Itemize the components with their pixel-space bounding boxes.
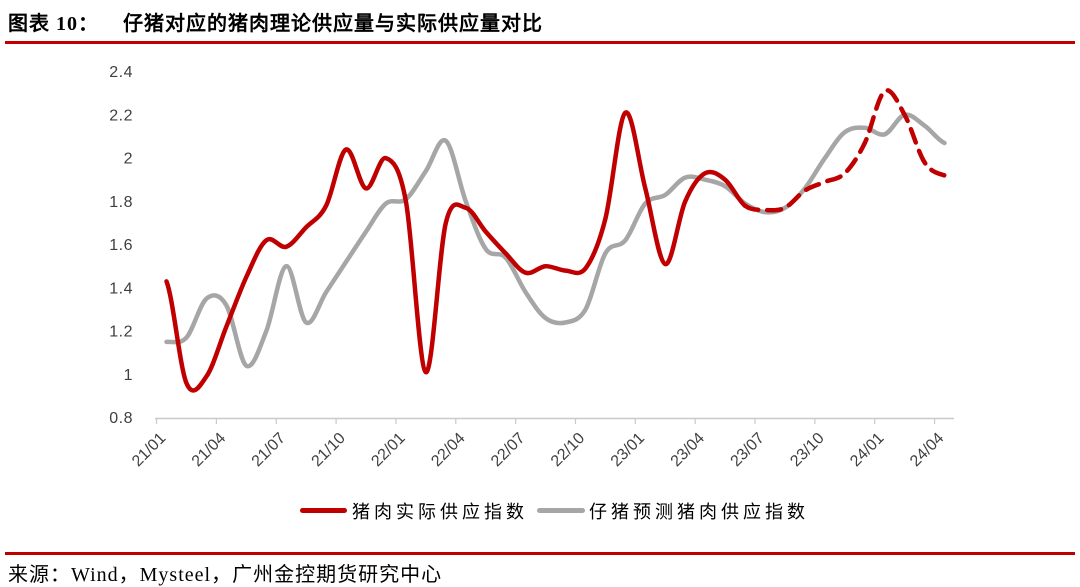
y-tick-label: 2.2: [109, 107, 133, 124]
figure-title-row: 图表 10： 仔猪对应的猪肉理论供应量与实际供应量对比: [8, 7, 543, 36]
y-tick-label: 1: [124, 367, 133, 384]
actual-supply-line-dashed: [742, 88, 947, 213]
x-tick-label: 21/04: [189, 430, 229, 470]
source-text: 来源：Wind，Mysteel，广州金控期货研究中心: [8, 564, 443, 586]
forecast-series-label: 仔猪预测猪肉供应指数: [589, 502, 809, 522]
x-tick-label: 24/01: [847, 430, 887, 470]
x-tick-label: 22/07: [488, 430, 528, 470]
x-tick-label: 23/10: [787, 430, 827, 470]
figure-number-label: 图表 10：: [8, 13, 99, 35]
x-tick-label: 21/01: [129, 430, 169, 470]
y-tick-label: 1.8: [109, 194, 133, 211]
x-tick-label: 23/01: [608, 430, 648, 470]
x-tick-label: 21/10: [309, 430, 349, 470]
y-tick-label: 1.4: [109, 280, 133, 297]
x-tick-label: 22/10: [548, 430, 588, 470]
chart-legend: 猪肉实际供应指数 仔猪预测猪肉供应指数: [0, 498, 1080, 524]
title-divider-rule: [5, 41, 1075, 44]
forecast-series-swatch: [537, 508, 585, 513]
x-tick-label: 23/07: [728, 430, 768, 470]
source-divider-rule: [5, 552, 1075, 555]
y-tick-label: 1.2: [109, 324, 133, 341]
x-tick-label: 22/01: [368, 430, 408, 470]
actual-series-swatch: [300, 508, 347, 513]
x-tick-label: 24/04: [907, 430, 947, 470]
x-tick-label: 22/04: [428, 430, 468, 470]
x-tick-label: 23/04: [668, 430, 708, 470]
y-tick-label: 2.4: [109, 64, 133, 81]
actual-supply-line-solid: [164, 110, 748, 393]
y-tick-label: 0.8: [109, 410, 133, 427]
figure-title: 仔猪对应的猪肉理论供应量与实际供应量对比: [123, 13, 543, 35]
forecast-supply-line: [164, 112, 947, 369]
actual-series-label: 猪肉实际供应指数: [352, 502, 528, 522]
x-tick-label: 21/07: [249, 430, 289, 470]
y-tick-label: 1.6: [109, 237, 133, 254]
y-tick-label: 2: [124, 151, 133, 168]
